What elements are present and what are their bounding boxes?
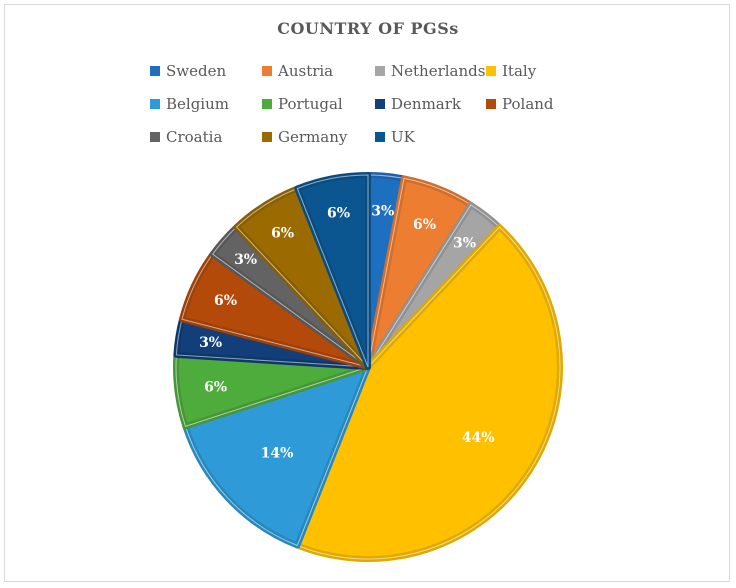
legend-swatch	[150, 66, 160, 76]
pie-slice-edge	[184, 366, 369, 547]
data-label-germany: 6%	[271, 225, 294, 241]
legend-item-croatia: Croatia	[150, 128, 222, 146]
legend-label: Netherlands	[391, 62, 486, 80]
legend-label: Poland	[502, 95, 554, 113]
data-label-italy: 44%	[462, 430, 495, 446]
data-label-croatia: 3%	[234, 252, 257, 268]
legend-item-austria: Austria	[262, 62, 333, 80]
legend-label: Portugal	[278, 95, 343, 113]
data-label-belgium: 14%	[261, 445, 294, 461]
legend-item-uk: UK	[375, 128, 415, 146]
legend-swatch	[150, 132, 160, 142]
legend-item-denmark: Denmark	[375, 95, 461, 113]
legend-label: Sweden	[166, 62, 227, 80]
legend-item-sweden: Sweden	[150, 62, 226, 80]
legend-label: Belgium	[166, 95, 229, 113]
legend-swatch	[262, 132, 272, 142]
legend-swatch	[262, 99, 272, 109]
legend-item-germany: Germany	[262, 128, 347, 146]
legend-item-portugal: Portugal	[262, 95, 343, 113]
data-label-portugal: 6%	[204, 379, 227, 395]
legend-label: Denmark	[391, 95, 461, 113]
legend-item-poland: Poland	[486, 95, 554, 113]
legend-label: Italy	[502, 62, 537, 80]
legend-swatch	[150, 99, 160, 109]
data-label-uk: 6%	[327, 205, 350, 221]
legend-swatch	[486, 66, 496, 76]
legend-label: Austria	[278, 62, 334, 80]
legend-label: UK	[391, 128, 415, 146]
chart-title: COUNTRY OF PGSs	[277, 19, 459, 38]
legend-label: Croatia	[166, 128, 223, 146]
legend-swatch	[375, 66, 385, 76]
legend-item-netherlands: Netherlands	[375, 62, 485, 80]
data-label-sweden: 3%	[371, 203, 394, 219]
data-label-poland: 6%	[214, 293, 237, 309]
legend-swatch	[375, 99, 385, 109]
data-label-austria: 6%	[413, 217, 436, 233]
data-label-netherlands: 3%	[453, 236, 476, 252]
legend-swatch	[375, 132, 385, 142]
legend-item-belgium: Belgium	[150, 95, 229, 113]
legend-swatch	[262, 66, 272, 76]
data-label-denmark: 3%	[199, 335, 222, 351]
pie-slice-edge	[296, 174, 369, 368]
legend-label: Germany	[278, 128, 348, 146]
pie-slice-edge	[296, 226, 561, 560]
legend-swatch	[486, 99, 496, 109]
legend-item-italy: Italy	[486, 62, 536, 80]
